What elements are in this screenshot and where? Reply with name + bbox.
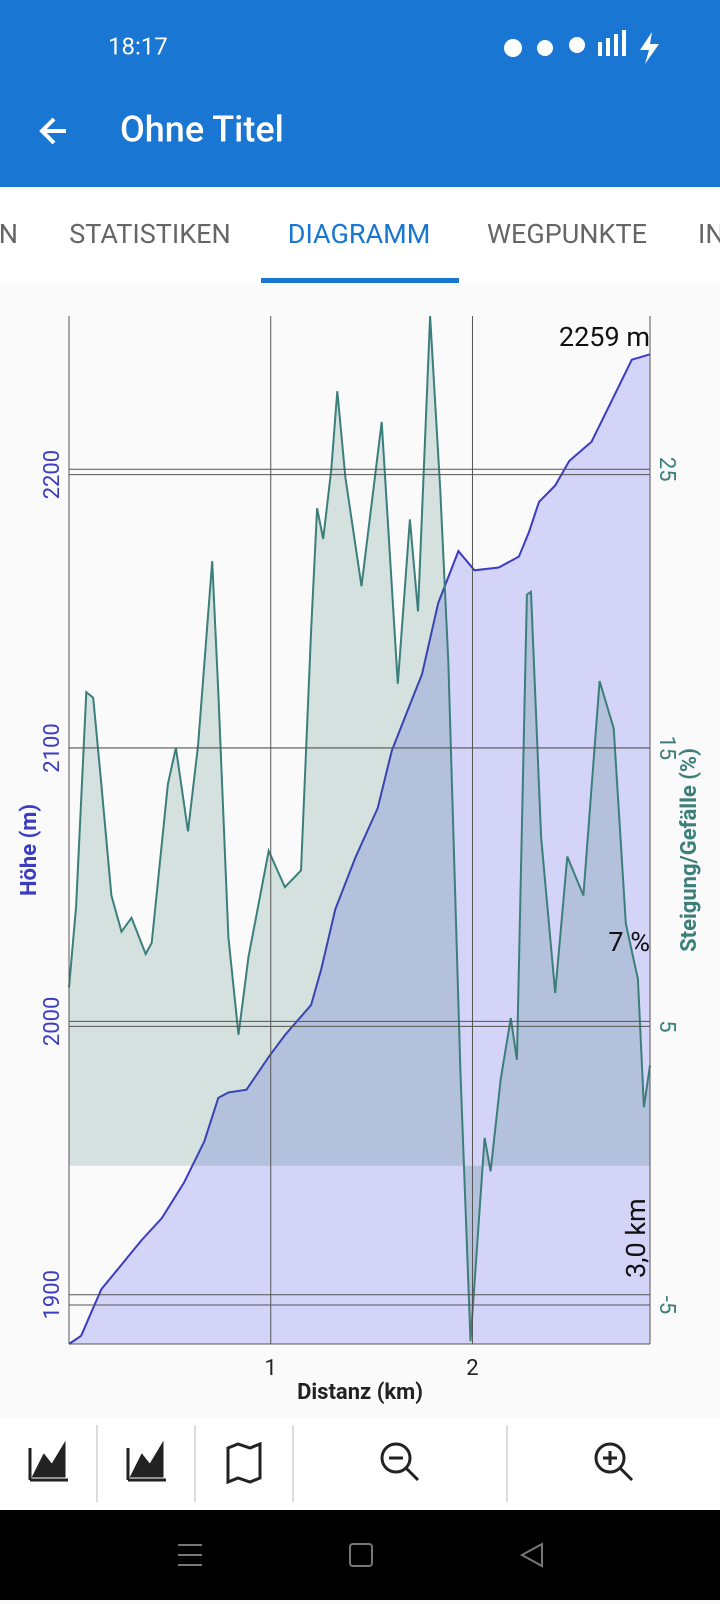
tab[interactable]: N — [0, 218, 18, 250]
icon-map[interactable] — [226, 1441, 262, 1485]
y2-tick-label: 15 — [654, 735, 679, 760]
annotation: 7 % — [608, 926, 650, 958]
tab-bar — [0, 187, 720, 283]
icon-area-chart[interactable] — [126, 1440, 166, 1482]
toolbar — [0, 1418, 720, 1510]
y2-tick-label: -5 — [654, 1296, 679, 1314]
nav-menu[interactable] — [178, 1544, 202, 1566]
icon-edit-chart[interactable] — [28, 1440, 68, 1482]
nav-bar — [0, 1510, 720, 1600]
area-fill — [69, 316, 650, 1342]
y-axis-label: Höhe (m) — [17, 804, 42, 896]
tab[interactable]: WEGPUNKTE — [487, 218, 647, 250]
y-tick-label: 1900 — [40, 1270, 65, 1319]
chart: 1 2 1900 2000 2100 2200 -5 5 15 25 Distanz (km) Höh… — [17, 315, 702, 1405]
x-tick-label: 1 — [265, 1356, 277, 1381]
nav-back[interactable] — [519, 1542, 543, 1568]
y-tick-label: 2100 — [40, 723, 65, 772]
back-button[interactable] — [39, 117, 66, 145]
toolbar-dividers — [96, 1425, 508, 1502]
status-time: 18:17 — [108, 32, 168, 60]
area-line — [68, 353, 651, 1345]
y2-tick-label: 25 — [654, 457, 679, 482]
tab[interactable]: DIAGRAMM — [288, 218, 431, 250]
annotation: 3,0 km — [620, 1198, 652, 1278]
tab[interactable]: IN — [698, 218, 720, 250]
x-tick-label: 2 — [466, 1356, 478, 1381]
app-title: Ohne Titel — [120, 109, 284, 151]
nav-home[interactable] — [349, 1543, 373, 1567]
tab-indicator — [261, 278, 459, 283]
y2-tick-label: 5 — [654, 1020, 679, 1032]
icon-zoom-in[interactable] — [594, 1442, 634, 1482]
area-line — [68, 315, 651, 1342]
y2-axis-label: Steigung/Gefälle (%) — [677, 748, 702, 952]
icon-zoom-out[interactable] — [380, 1442, 420, 1482]
y-tick-label: 2200 — [40, 450, 65, 499]
annotation: 2259 m — [559, 321, 650, 353]
y-tick-label: 2000 — [40, 997, 65, 1046]
app-bar — [0, 0, 720, 187]
x-axis-label: Distanz (km) — [297, 1380, 423, 1405]
tab[interactable]: STATISTIKEN — [69, 218, 231, 250]
status-icons — [504, 30, 659, 64]
